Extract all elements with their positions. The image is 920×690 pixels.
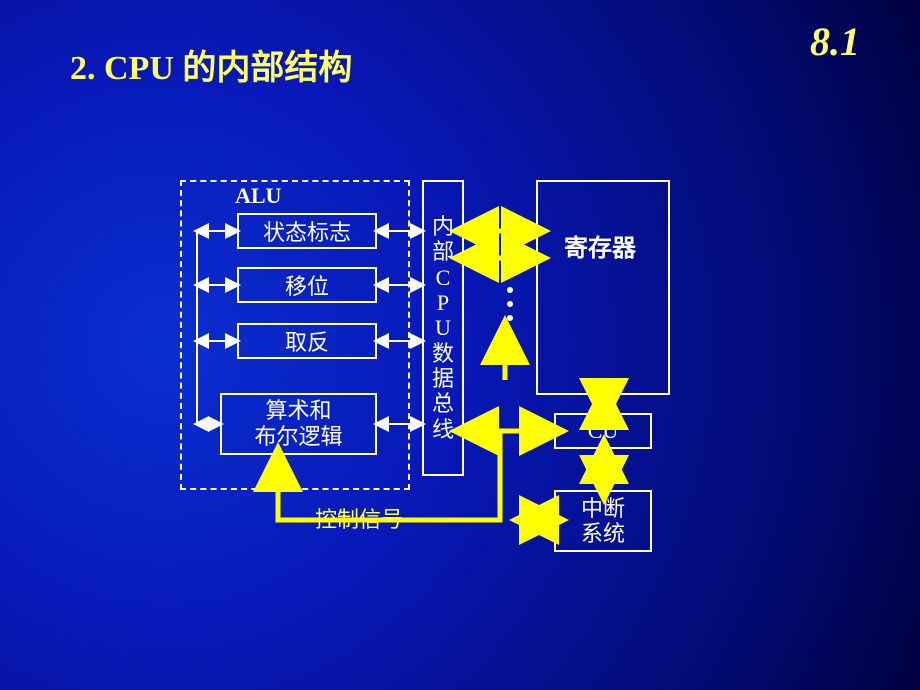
interrupt-line2: 系统 xyxy=(581,521,625,546)
bus-char: C xyxy=(436,265,451,290)
bus-char: 据 xyxy=(432,366,454,391)
cu-box: CU xyxy=(554,413,652,449)
alu-box-status: 状态标志 xyxy=(237,213,377,249)
bus-char: U xyxy=(435,315,451,340)
alu-box-neg-label: 取反 xyxy=(285,325,329,357)
control-signal-label: 控制信号 xyxy=(315,502,403,534)
bus-char: P xyxy=(437,290,449,315)
slide-title: 2. CPU 的内部结构 xyxy=(70,40,352,89)
alu-box-shift: 移位 xyxy=(237,267,377,303)
bus-char: 部 xyxy=(432,239,454,264)
alu-label: ALU xyxy=(235,183,281,209)
alu-box-arith-label: 算术和 布尔逻辑 xyxy=(254,398,342,451)
alu-box-status-label: 状态标志 xyxy=(263,215,351,247)
bus-char: 内 xyxy=(432,214,454,239)
bus-char: 数 xyxy=(432,341,454,366)
register-box xyxy=(536,180,670,395)
interrupt-line1: 中断 xyxy=(581,496,625,521)
internal-bus: 内 部 C P U 数 据 总 线 xyxy=(422,180,464,476)
bus-char: 总 xyxy=(432,391,454,416)
interrupt-box: 中断 系统 xyxy=(554,490,652,552)
alu-box-neg: 取反 xyxy=(237,323,377,359)
bus-char: 线 xyxy=(432,417,454,442)
cu-label: CU xyxy=(588,418,619,444)
register-label: 寄存器 xyxy=(564,228,636,263)
alu-box-arith: 算术和 布尔逻辑 xyxy=(220,393,377,455)
slide: 2. CPU 的内部结构 8.1 ALU 状态标志 移位 取反 算术和 布尔逻辑… xyxy=(0,0,920,690)
alu-box-shift-label: 移位 xyxy=(285,269,329,301)
section-number: 8.1 xyxy=(810,18,860,65)
